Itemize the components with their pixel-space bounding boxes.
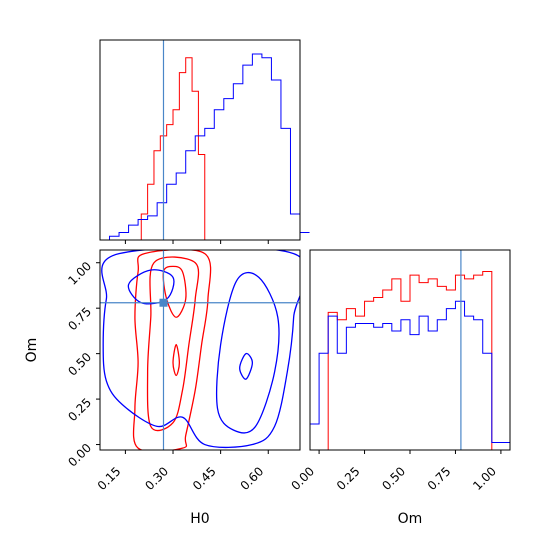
contour-blue-level [215,271,280,434]
contour-blue-level [127,269,175,305]
om-xlabel: Om [398,511,423,527]
h0-om-contour-panel: 0.15 0.30 0.45 0.60 0.00 0.25 0.50 0.75 1.00 H0 Om [24,249,301,527]
contour-red-level [172,343,181,377]
contour-xtick-label: 0.30 [142,464,171,493]
contour-ytick-label: 0.00 [65,441,94,470]
contour-plot-area [100,250,300,450]
contour-xtick-label: 0.60 [238,464,267,493]
h0-histogram-frame [99,39,301,241]
om-histogram-xtick-label: 0.75 [425,464,454,493]
om-ylabel: Om [24,338,40,363]
contour-red-level [132,250,212,450]
contour-frame [99,249,301,451]
om-histogram-panel: 0.00 0.25 0.50 0.75 1.00 Om [288,249,511,527]
contour-ytick-label: 1.00 [65,259,94,288]
h0-histogram-red-series [134,57,212,241]
om-histogram-blue-series [309,300,510,450]
om-histogram-red-series [319,270,510,451]
truth-marker [159,298,168,307]
contour-xtick-label: 0.45 [190,464,219,493]
contour-red-level [162,265,187,318]
contour-xtick-label: 0.15 [95,464,124,493]
om-histogram-xtick-label: 0.25 [334,464,363,493]
contour-ytick-label: 0.25 [65,395,94,424]
contour-blue-level [239,352,254,380]
h0-xlabel: H0 [190,511,209,527]
contour-red-level [146,256,200,432]
h0-histogram-blue-series [100,53,310,241]
om-histogram-xtick-label: 1.00 [470,464,499,493]
h0-histogram-panel [99,39,310,244]
contour-ytick-label: 0.50 [65,350,94,379]
om-histogram-xtick-label: 0.00 [288,464,317,493]
contour-ytick-label: 0.75 [65,304,94,333]
contour-blue-level [101,250,300,449]
om-histogram-xtick-label: 0.50 [379,464,408,493]
